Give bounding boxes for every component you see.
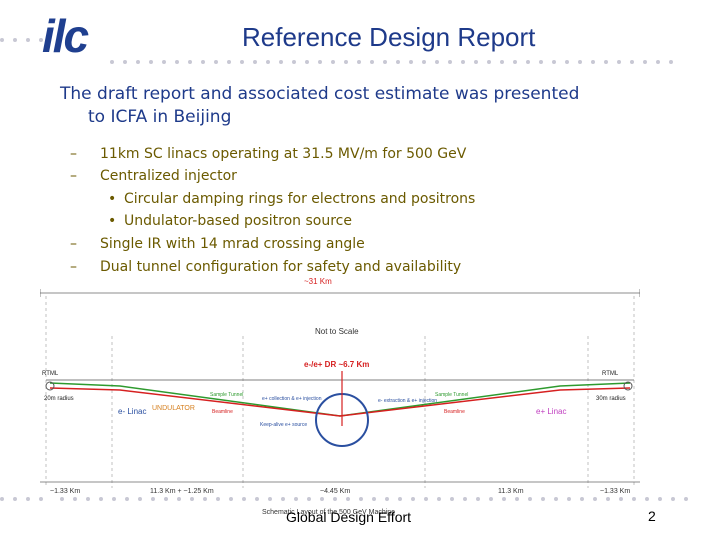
intro-text: The draft report and associated cost est… [60,83,660,129]
dot-mark: • [108,191,117,207]
diagram-caption: Schematic Layout of the 500 GeV Machine [262,509,396,516]
positron-beamline [49,387,631,417]
not-to-scale-label: Not to Scale [315,327,359,336]
dash-mark: – [70,168,77,184]
dash-mark: – [70,259,77,275]
dot-mark: • [108,213,117,229]
page-title: Reference Design Report [242,22,536,52]
dimension-guides [45,296,635,488]
rtml-left-label: RTML [42,371,59,377]
bullet-text: 11km SC linacs operating at 31.5 MV/m fo… [100,146,467,162]
radius-left-label: 20m radius [44,396,74,402]
distance-label: ~1.33 Km [50,488,80,495]
dash-mark: – [70,146,77,162]
sample-tunnel-right-label: Sample Tunnel [435,392,468,398]
keep-alive-label: Keep-alive e+ source [260,422,307,428]
footer-dots-left [0,497,43,501]
distance-label: ~1.33 Km [600,488,630,495]
distance-label: ~4.45 Km [320,488,350,495]
turnaround-right [623,381,633,391]
radius-right-label: 30m radius [596,396,626,402]
beamline-right-label: Beamline [444,409,465,415]
dash-mark: – [70,236,77,252]
bullet-linacs: – 11km SC linacs operating at 31.5 MV/m f… [70,144,466,164]
collection-label: e+ collection & e+ injection [262,396,322,402]
intro-line-2: to ICFA in Beijing [88,107,232,127]
sample-tunnel-left-label: Sample Tunnel [210,392,243,398]
distance-label: 11.3 Km [498,488,524,495]
bullet-text: Single IR with 14 mrad crossing angle [100,236,365,252]
total-length-label: ~31 Km [304,277,332,286]
bullet-text: Undulator-based positron source [124,213,352,229]
header-dots [110,60,673,64]
extraction-label: e- extraction & e+ injection [378,398,437,404]
turnaround-left [45,381,55,391]
footer-text: Global Design Effort [286,509,412,525]
bullet-single-ir: – Single IR with 14 mrad crossing angle [70,234,365,254]
bullet-damping-rings: • Circular damping rings for electrons an… [108,189,475,209]
page-number: 2 [648,508,656,524]
damping-ring-label: e-/e+ DR ~6.7 Km [304,360,369,369]
header-dots-left [0,38,43,42]
rtml-right-label: RTML [602,371,619,377]
bullet-dual-tunnel: – Dual tunnel configuration for safety an… [70,257,461,277]
electron-linac-label: e- Linac [118,407,146,416]
bullet-injector: – Centralized injector [70,166,237,186]
bullet-text: Circular damping rings for electrons and… [124,191,476,207]
beamline-left-label: Beamline [212,409,233,415]
intro-line-1: The draft report and associated cost est… [60,84,580,104]
bullet-undulator: • Undulator-based positron source [108,211,352,231]
positron-linac-label: e+ Linac [536,407,566,416]
ilc-layout-diagram: ~31 Km Not to Scale e-/e+ DR ~6.7 Km RTM… [40,277,640,495]
bullet-text: Dual tunnel configuration for safety and… [100,259,462,275]
ilc-logo: ilc [42,10,89,62]
footer-dots [60,497,688,501]
bullet-text: Centralized injector [100,168,237,184]
undulator-label: UNDULATOR [152,405,195,412]
distance-label: 11.3 Km + ~1.25 Km [150,488,214,495]
